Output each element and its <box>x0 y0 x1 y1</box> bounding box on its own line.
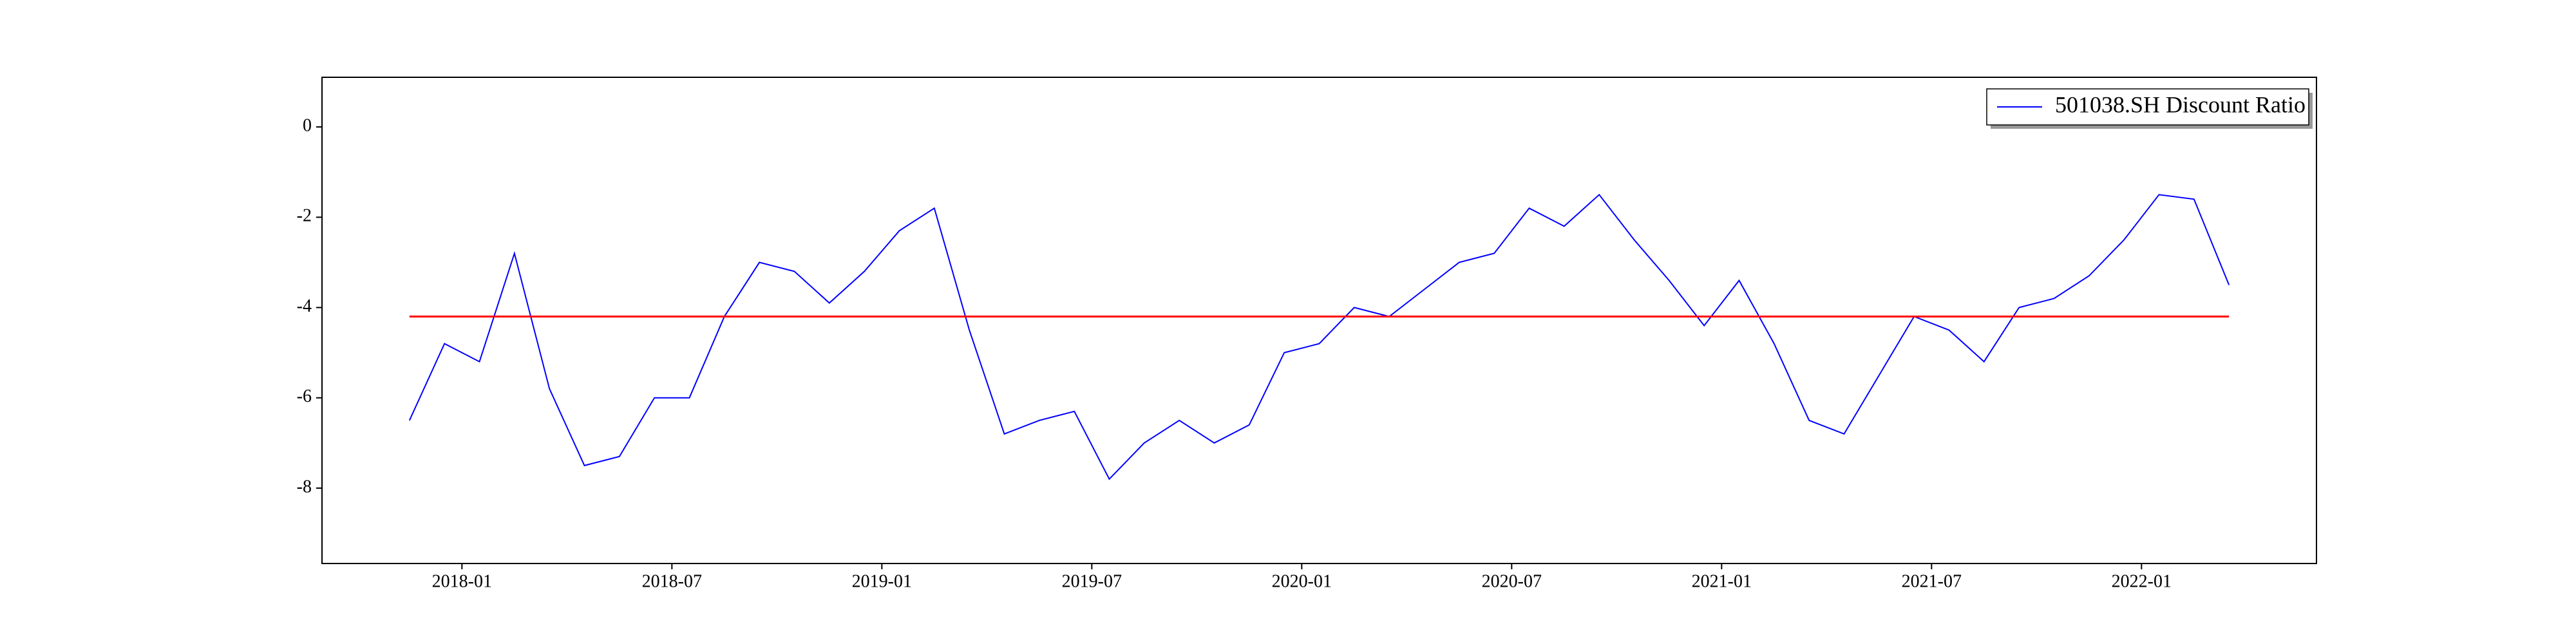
x-tick-label: 2018-01 <box>432 571 492 591</box>
legend-box <box>1986 88 2309 126</box>
x-tick-label: 2018-07 <box>642 571 702 591</box>
x-tick-label: 2020-07 <box>1482 571 1542 591</box>
y-tick-label: -8 <box>297 477 312 497</box>
y-tick-label: -4 <box>297 296 312 316</box>
plot-frame <box>321 77 2317 564</box>
x-tick-label: 2021-01 <box>1692 571 1752 591</box>
x-tick-label: 2021-07 <box>1902 571 1962 591</box>
legend-label: 501038.SH Discount Ratio <box>2055 91 2306 117</box>
y-tick-label: 0 <box>303 116 312 136</box>
x-tick-label: 2022-01 <box>2112 571 2172 591</box>
y-tick-label: -2 <box>297 206 312 226</box>
x-tick-label: 2019-07 <box>1062 571 1122 591</box>
y-tick-label: -6 <box>297 386 312 406</box>
x-tick-label: 2019-01 <box>852 571 912 591</box>
data-line <box>408 193 2230 480</box>
x-tick-label: 2020-01 <box>1272 571 1332 591</box>
